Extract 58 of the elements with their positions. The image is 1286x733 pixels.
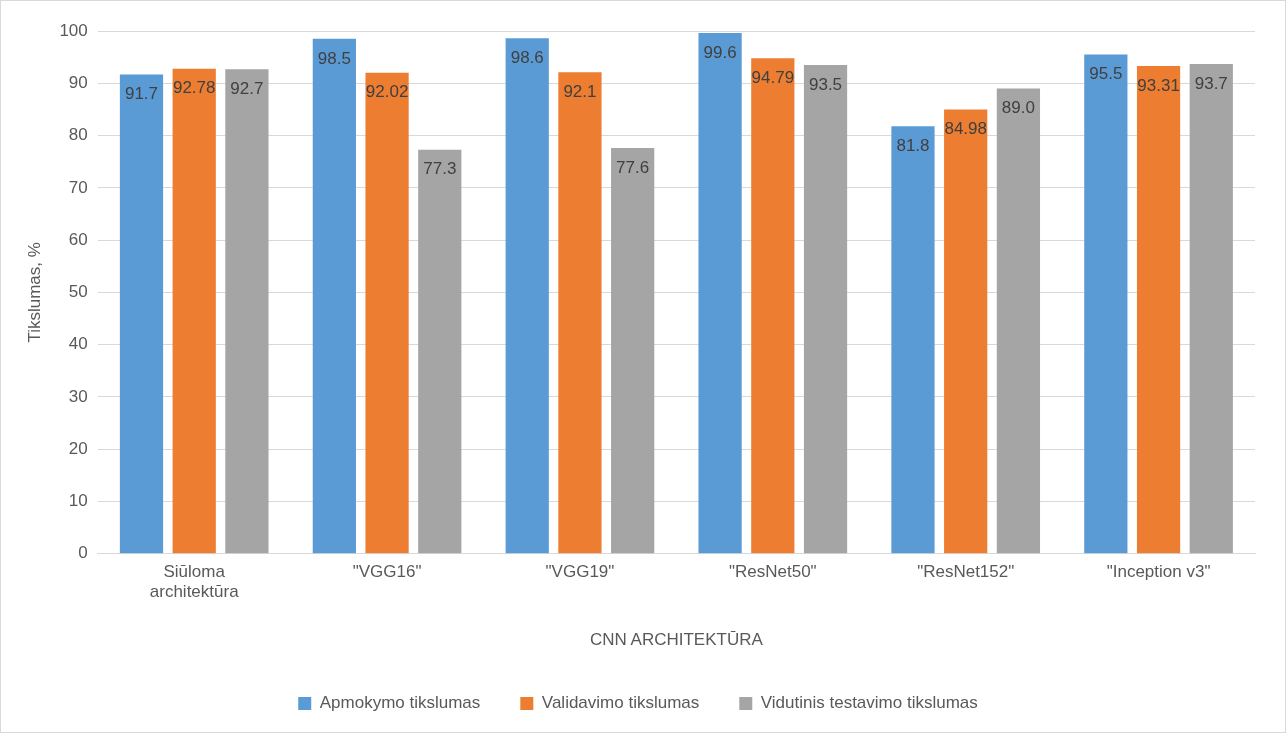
data-label: 92.1 xyxy=(563,81,597,101)
data-label: 77.3 xyxy=(423,159,457,179)
y-tick-label: 30 xyxy=(68,386,88,406)
data-label: 98.5 xyxy=(317,48,351,68)
data-label: 92.78 xyxy=(172,78,216,98)
data-label: 92.02 xyxy=(365,82,409,102)
data-label: 93.7 xyxy=(1194,73,1228,93)
legend-label: Vidutinis testavimo tikslumas xyxy=(760,693,978,713)
bar xyxy=(418,149,462,554)
x-tick-label: "Inception v3" xyxy=(1106,561,1211,581)
bar xyxy=(172,68,216,554)
y-tick-label: 0 xyxy=(78,543,88,563)
y-tick-label: 70 xyxy=(68,177,88,197)
y-tick-label: 50 xyxy=(68,282,88,302)
bar xyxy=(1136,65,1181,554)
data-label: 95.5 xyxy=(1089,64,1123,84)
data-label: 91.7 xyxy=(124,84,159,104)
data-label: 94.79 xyxy=(751,67,795,87)
data-label: 81.8 xyxy=(896,135,930,155)
legend-label: Apmokymo tikslumas xyxy=(319,693,481,713)
x-tick-label: "VGG19" xyxy=(545,561,615,581)
y-tick-label: 10 xyxy=(68,491,88,511)
data-label: 93.31 xyxy=(1137,75,1180,95)
bar xyxy=(996,88,1041,554)
bar xyxy=(944,109,988,554)
data-label: 84.98 xyxy=(944,119,987,139)
data-label: 93.5 xyxy=(808,74,843,94)
data-label: 98.6 xyxy=(510,48,544,68)
bar xyxy=(1084,54,1128,554)
bar xyxy=(611,148,655,554)
y-tick-label: 20 xyxy=(68,438,88,458)
y-axis-title: Tikslumas, % xyxy=(24,242,44,343)
y-tick-label: 40 xyxy=(68,334,88,354)
x-axis-title: CNN ARCHITEKTŪRA xyxy=(589,630,764,650)
x-tick-label: "ResNet152" xyxy=(917,561,1015,581)
data-label: 89.0 xyxy=(1001,98,1035,118)
bar xyxy=(698,33,742,554)
data-label: 99.6 xyxy=(703,42,737,62)
y-tick-label: 90 xyxy=(68,72,88,92)
bar xyxy=(225,69,269,554)
data-label: 77.6 xyxy=(616,157,650,177)
bar xyxy=(803,64,848,554)
bar xyxy=(1189,63,1233,554)
bar xyxy=(365,72,409,554)
y-tick-label: 80 xyxy=(68,125,88,145)
bar xyxy=(891,126,935,554)
y-tick-label: 60 xyxy=(68,229,88,249)
data-label: 92.7 xyxy=(230,78,264,98)
x-tick-label: "VGG16" xyxy=(352,561,422,581)
bar xyxy=(312,38,356,554)
bar xyxy=(119,74,164,554)
legend-label: Validavimo tikslumas xyxy=(541,693,700,713)
y-tick-label: 100 xyxy=(59,20,88,40)
bar xyxy=(505,38,549,554)
bar xyxy=(751,58,795,554)
x-tick-label: Siūloma architektūra xyxy=(149,561,240,602)
x-tick-label: "ResNet50" xyxy=(728,561,817,581)
bar xyxy=(558,72,602,554)
